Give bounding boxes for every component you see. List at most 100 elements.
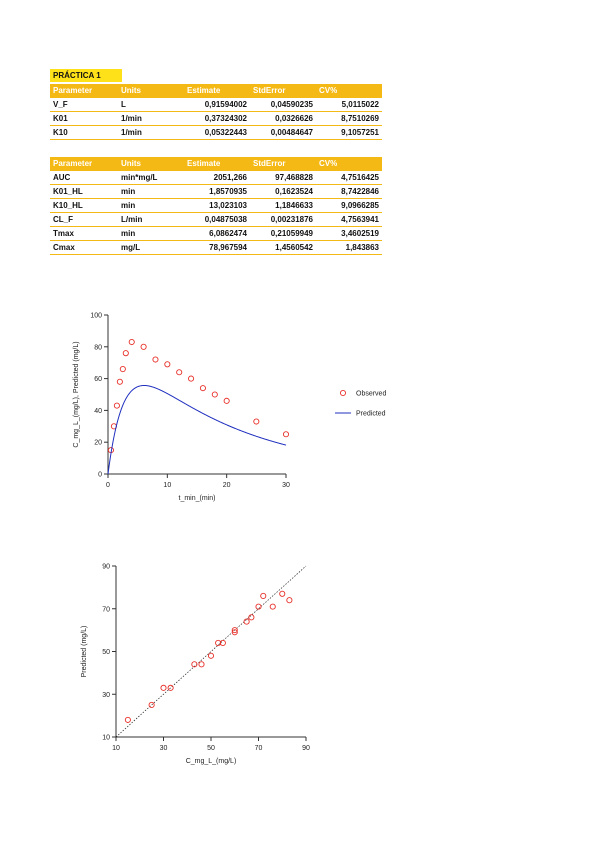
legend-entry-label: Observed (356, 391, 386, 398)
secondary-parameters-table: Parameter Units Estimate StdError CV% AUC min… (50, 157, 382, 255)
table-cell: 1,843863 (316, 240, 382, 255)
table-cell: 0,04875038 (184, 212, 250, 227)
observed-point (282, 431, 290, 438)
table-row: Cmax mg/L 78,967594 1,4560542 1,843863 (50, 240, 382, 255)
observed-point (223, 397, 230, 404)
observed-point (199, 385, 206, 392)
observed-point (231, 629, 238, 636)
legend-entry-label: Predicted (356, 411, 386, 418)
observed-point (207, 652, 215, 659)
observed-point (211, 391, 218, 398)
observed-point (113, 402, 120, 409)
observed-point (122, 350, 129, 357)
table-cell: K10_HL (50, 198, 118, 213)
table-row: AUC min*mg/L 2051,266 97,468828 4,7516425 (50, 170, 382, 185)
table-cell: 8,7510269 (316, 111, 382, 126)
table-cell: 0,00484647 (250, 125, 316, 140)
observed-point (152, 356, 159, 363)
observed-point (140, 343, 147, 350)
table-cell: 9,1057251 (316, 125, 382, 140)
table-cell: V_F (50, 97, 118, 112)
table-cell: 97,468828 (250, 170, 316, 185)
observed-point (191, 661, 198, 668)
x-axis-label: t_min_(min) (179, 495, 216, 502)
observed-point (198, 661, 205, 668)
table-header-row: Parameter Units Estimate StdError CV% (50, 84, 382, 98)
observed-point (279, 590, 286, 597)
x-tick-label: 10 (163, 482, 171, 489)
table-cell: 13,023103 (184, 198, 250, 213)
predicted-line (107, 384, 287, 475)
legend-observed-swatch (339, 389, 347, 397)
column-header: CV% (316, 157, 382, 171)
table-cell: mg/L (118, 240, 184, 255)
y-tick-label: 90 (102, 564, 110, 571)
column-header: Estimate (184, 157, 250, 171)
table-cell: AUC (50, 170, 118, 185)
table-cell: 0,05322443 (184, 125, 250, 140)
x-tick-label: 90 (302, 745, 310, 752)
y-axis-label: C_mg_L_(mg/L), Predicted (mg/L) (73, 341, 80, 447)
table-cell: L/min (118, 212, 184, 227)
table-cell: 2051,266 (184, 170, 250, 185)
y-axis-label: Predicted (mg/L) (81, 626, 88, 678)
y-tick-label: 70 (102, 606, 110, 613)
sheet-title: PRÁCTICA 1 (50, 69, 122, 82)
table-cell: 0,0326626 (250, 111, 316, 126)
table-row: V_F L 0,91594002 0,04590235 5,0115022 (50, 97, 382, 112)
table-cell: min (118, 226, 184, 241)
column-header: StdError (250, 157, 316, 171)
observed-point (176, 369, 183, 376)
table-cell: min*mg/L (118, 170, 184, 185)
y-tick-label: 50 (102, 649, 110, 656)
table-cell: 1/min (118, 111, 184, 126)
table-cell: 0,1623524 (250, 184, 316, 199)
parameters-table: Parameter Units Estimate StdError CV% V_F L 0,… (50, 84, 382, 140)
table-row: K10 1/min 0,05322443 0,00484647 9,1057251 (50, 125, 382, 140)
observed-point (167, 684, 174, 691)
identity-line (115, 565, 307, 738)
observed-point (148, 701, 155, 708)
column-header: Parameter (50, 157, 118, 171)
y-tick-label: 80 (94, 344, 102, 351)
column-header: StdError (250, 84, 316, 98)
table-row: Tmax min 6,0862474 0,21059949 3,4602519 (50, 226, 382, 241)
x-axis-label: C_mg_L_(mg/L) (186, 758, 237, 765)
table-cell: 1,8570935 (184, 184, 250, 199)
observed-point (219, 639, 226, 647)
y-tick-label: 30 (102, 692, 110, 699)
y-tick-label: 60 (94, 376, 102, 383)
column-header: Estimate (184, 84, 250, 98)
x-tick-label: 70 (255, 745, 263, 752)
observed-point (188, 375, 195, 382)
table-cell: 0,04590235 (250, 97, 316, 112)
table-cell: min (118, 198, 184, 213)
observed-point (248, 614, 255, 621)
x-tick-label: 50 (207, 745, 215, 752)
observed-point (231, 627, 238, 634)
table-row: K01 1/min 0,37324302 0,0326626 8,7510269 (50, 111, 382, 126)
table-cell: K01_HL (50, 184, 118, 199)
table-row: CL_F L/min 0,04875038 0,00231876 4,7563941 (50, 212, 382, 227)
x-tick-label: 20 (223, 482, 231, 489)
observed-point (119, 366, 126, 373)
table-cell: 1,4560542 (250, 240, 316, 255)
table-cell: min (118, 184, 184, 199)
table-cell: 0,91594002 (184, 97, 250, 112)
observed-point (243, 618, 250, 625)
observed-point (286, 597, 293, 604)
observed-point (255, 603, 262, 610)
x-tick-label: 30 (282, 482, 290, 489)
x-tick-label: 0 (106, 482, 110, 489)
table-cell: 1,1846633 (250, 198, 316, 213)
table-cell: 1/min (118, 125, 184, 140)
y-tick-label: 100 (90, 313, 102, 320)
observed-point (164, 361, 171, 368)
observed-point (260, 592, 267, 599)
observed-point (253, 418, 260, 425)
table-cell: K01 (50, 111, 118, 126)
table-cell: CL_F (50, 212, 118, 227)
observed-point (269, 603, 276, 610)
